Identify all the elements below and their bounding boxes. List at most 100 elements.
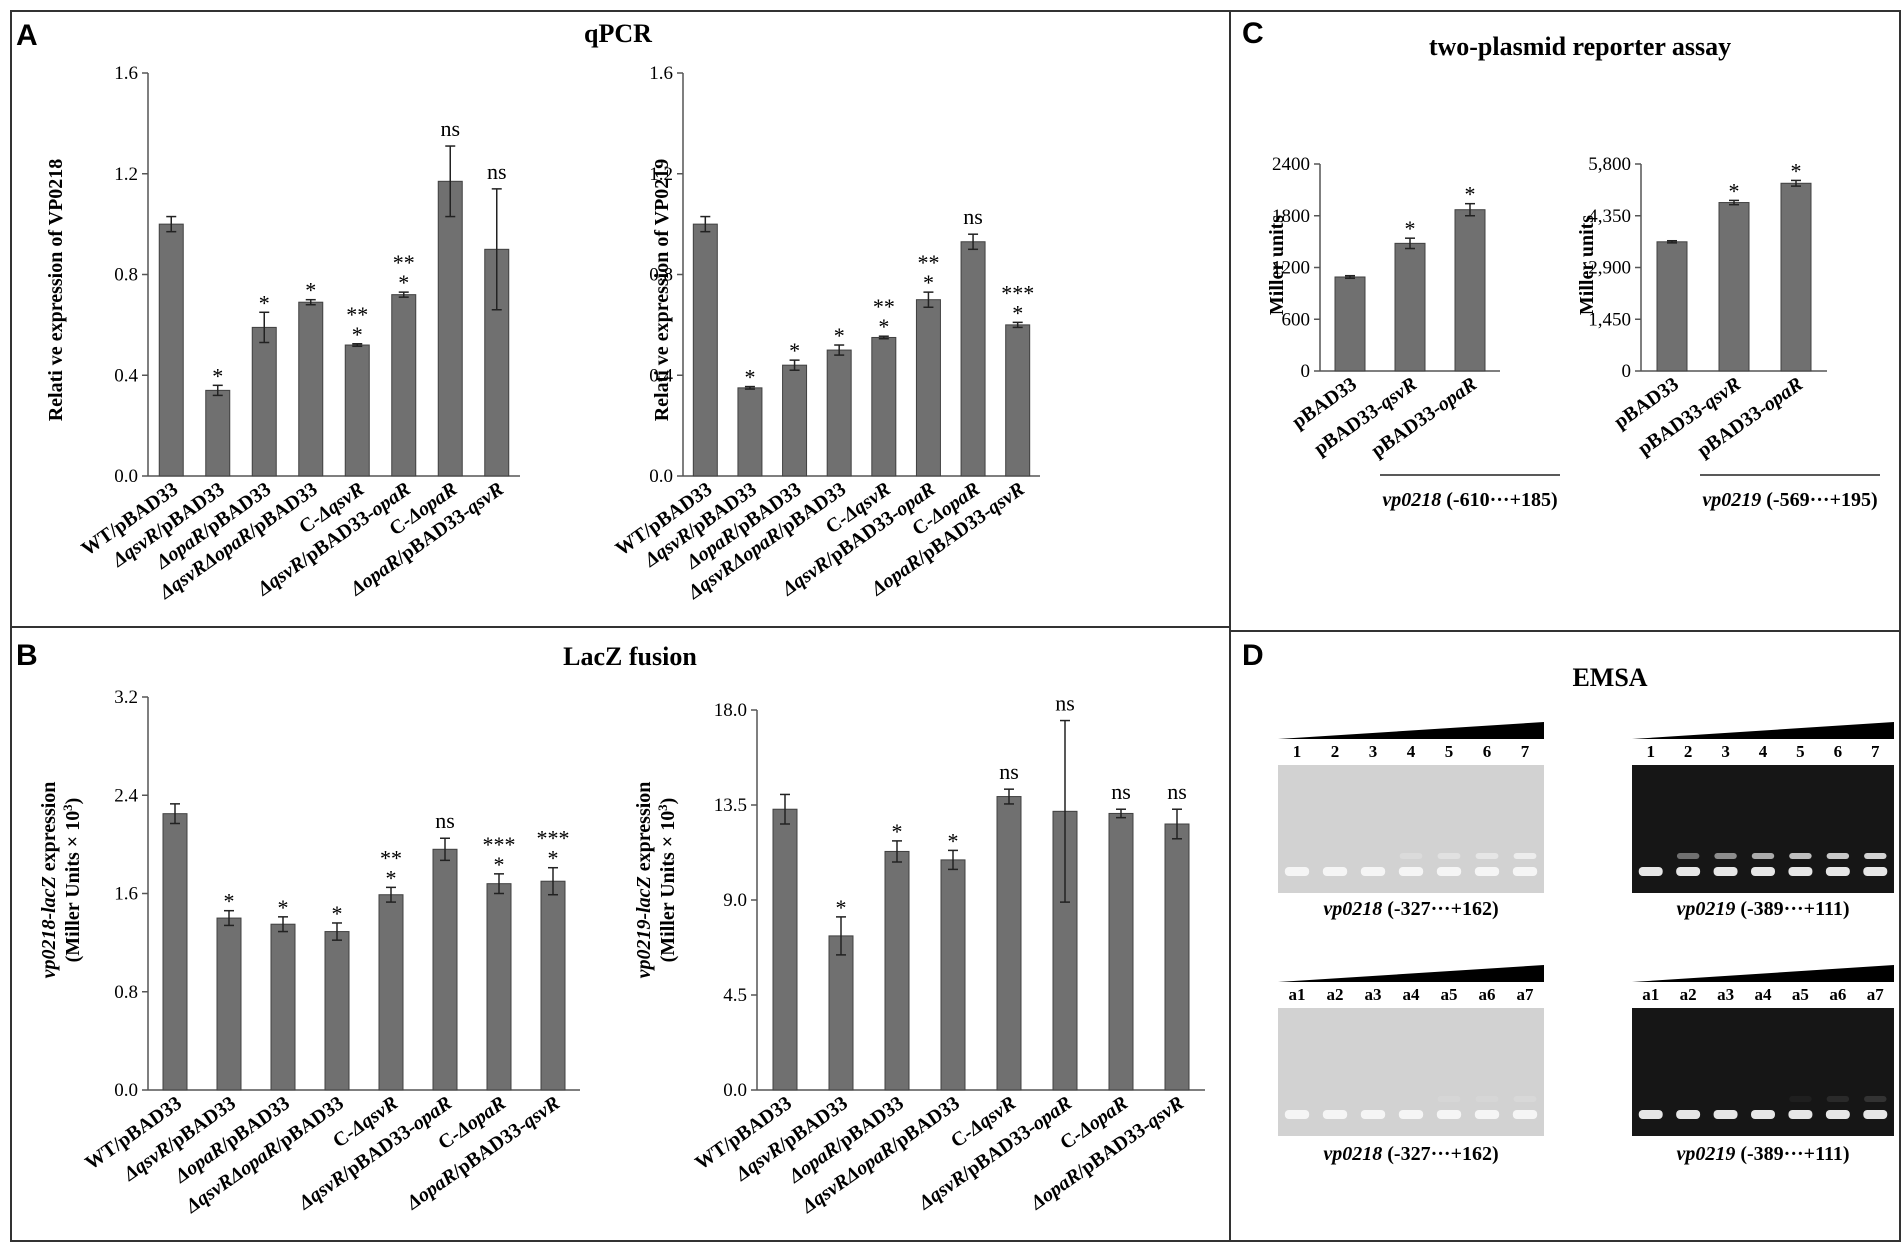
bar [826,349,852,477]
y-axis-label-segment: expression [633,782,655,877]
significance-label: * [352,322,363,347]
gel-caption: vp0219 (-389···+111) [1676,1143,1849,1165]
shifted-band [1676,853,1700,859]
category-label-segment: ΔopaR [1026,1164,1085,1215]
significance-label: ns [963,204,983,229]
panel-title-qpcr: qPCR [584,19,652,48]
free-probe-band [1474,1110,1500,1119]
bar [270,923,296,1091]
y-tick-label: 0.8 [649,265,673,286]
chart-lacz-vp0218: 0.0 0.8 1.6 2.4 3.2 vp0218-lacZ expression (Mi… [38,687,580,1218]
emsa-gels: 1 2 3 4 5 6 7 vp0218 (-327···+162) 1 2 3 4 5 6 7 vp0219… [1278,722,1894,1165]
lane-label: a3 [1365,985,1382,1004]
bar [437,180,463,477]
panel-letter-b: B [16,639,38,672]
lane-label: 2 [1684,742,1693,761]
bar [158,223,184,477]
y-axis-label: Miller units [1576,215,1598,315]
free-probe-band [1713,1110,1738,1119]
shifted-band [1826,853,1850,859]
lane-label: a5 [1441,985,1458,1004]
panel-title-lacz: LacZ fusion [563,642,697,671]
y-tick-label: 0.0 [114,466,138,487]
lane-label: a4 [1755,985,1773,1004]
y-axis-label-segment: vp0218-lacZ [38,876,60,978]
free-probe-band [1863,867,1888,876]
significance-label: * [398,270,409,295]
bar [540,880,566,1091]
y-tick-label: 1.2 [114,164,138,185]
bar [940,859,966,1091]
significance-label: * [1791,158,1802,183]
y-tick-label: 1.6 [114,63,138,84]
y-tick-label: 13.5 [714,795,747,816]
bar [1656,241,1688,372]
significance-label: *** [537,826,570,851]
free-probe-band [1788,1110,1813,1119]
lane-label: 4 [1759,742,1768,761]
y-axis-label-segment: 3 [60,804,75,811]
bar [216,917,242,1091]
gel-caption: vp0218 (-327···+162) [1323,898,1498,920]
significance-label: * [892,819,903,844]
shifted-band [1864,1096,1887,1102]
y-tick-label: 0.0 [649,466,673,487]
panel-letter-c: C [1242,17,1264,50]
bar [432,848,458,1091]
y-tick-label: 1.2 [649,164,673,185]
y-tick-label: 0 [1301,361,1311,382]
y-axis-label-line: (Miller Units × 103) [60,798,85,963]
significance-label: * [259,290,270,315]
y-tick-label: 0.4 [649,365,673,386]
lane-label: a2 [1680,985,1697,1004]
y-tick-label: 4.5 [723,985,747,1006]
gel-caption-segment: (-327···+162) [1382,1143,1498,1165]
gel-caption-segment: vp0218 [1323,898,1382,920]
y-tick-label: 1.6 [114,884,138,905]
bar [344,344,370,477]
free-probe-band [1398,867,1424,876]
region-caption-segment: vp0218 [1382,489,1441,511]
panel-letter-d: D [1242,639,1264,672]
y-axis-label-segment: (Miller Units × 10 [62,811,84,963]
shifted-band [1437,853,1461,859]
significance-label: ns [1055,691,1075,716]
concentration-wedge [1278,965,1544,982]
free-probe-band [1676,867,1701,876]
lane-label: a7 [1867,985,1885,1004]
y-tick-label: 9.0 [723,890,747,911]
shifted-band [1475,1096,1499,1102]
region-caption-segment: (-569···+195) [1761,489,1877,511]
bar [772,808,798,1091]
free-probe-band [1863,1110,1888,1119]
chart-qpcr-vp0219: 0.0 0.4 0.8 1.2 1.6 Relati ve expression of V… [612,63,1040,604]
y-axis-label-segment: 3 [655,804,670,811]
free-probe-band [1751,1110,1775,1119]
significance-label: *** [483,832,516,857]
region-caption: vp0219 (-569···+195) [1702,489,1877,511]
free-probe-band [1436,867,1462,876]
emsa-gel: a1 a2 a3 a4 a5 a6 a7 vp0218 (-327···+162) [1278,965,1544,1165]
lane-label: a6 [1479,985,1496,1004]
category-label-segment: ΔopaR [346,550,405,601]
significance-label: ns [435,808,455,833]
lane-label: a3 [1717,985,1734,1004]
bar [391,294,417,477]
free-probe-band [1788,867,1813,876]
y-axis-label-segment: (Miller Units × 10 [657,811,679,963]
category-label: pBAD33-qsvR [1310,373,1421,460]
bar [251,326,277,477]
significance-label: * [1729,178,1740,203]
y-tick-label: 1800 [1272,206,1310,227]
lane-label: a4 [1403,985,1421,1004]
lane-label: 1 [1293,742,1302,761]
lane-label: a5 [1792,985,1809,1004]
bar [884,850,910,1091]
shifted-band [1789,1096,1812,1102]
significance-label: * [1405,216,1416,241]
bar [324,931,350,1091]
significance-label: ns [487,159,507,184]
y-axis-label-segment: ) [62,798,84,805]
